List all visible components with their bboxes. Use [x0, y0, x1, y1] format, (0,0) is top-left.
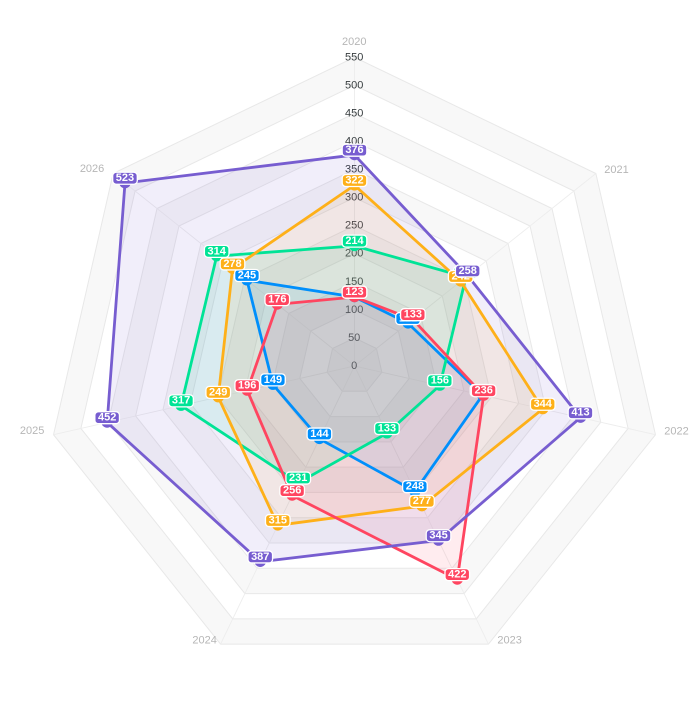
svg-text:249: 249 — [209, 386, 227, 398]
svg-text:2023: 2023 — [497, 635, 521, 647]
svg-text:450: 450 — [345, 107, 363, 119]
svg-text:149: 149 — [264, 374, 282, 386]
svg-text:2025: 2025 — [20, 425, 44, 437]
svg-text:256: 256 — [283, 485, 301, 497]
svg-text:314: 314 — [208, 245, 227, 257]
svg-text:0: 0 — [351, 360, 357, 372]
svg-text:422: 422 — [448, 569, 466, 581]
svg-text:2021: 2021 — [604, 164, 628, 176]
svg-text:350: 350 — [345, 164, 363, 176]
svg-text:250: 250 — [345, 220, 363, 232]
svg-text:2024: 2024 — [192, 635, 216, 647]
svg-text:176: 176 — [268, 294, 286, 306]
svg-text:500: 500 — [345, 79, 363, 91]
svg-text:156: 156 — [431, 375, 449, 387]
svg-text:452: 452 — [98, 412, 116, 424]
svg-text:245: 245 — [238, 269, 256, 281]
svg-text:133: 133 — [404, 309, 422, 321]
svg-text:258: 258 — [459, 265, 477, 277]
svg-text:317: 317 — [172, 395, 190, 407]
svg-text:214: 214 — [345, 235, 364, 247]
svg-text:196: 196 — [238, 380, 256, 392]
svg-text:2020: 2020 — [342, 36, 366, 48]
svg-text:2026: 2026 — [80, 163, 104, 175]
svg-text:236: 236 — [474, 385, 492, 397]
svg-text:278: 278 — [223, 258, 241, 270]
svg-text:322: 322 — [345, 174, 363, 186]
svg-text:387: 387 — [251, 551, 269, 563]
svg-text:300: 300 — [345, 192, 363, 204]
svg-text:344: 344 — [534, 398, 553, 410]
svg-text:315: 315 — [269, 514, 287, 526]
svg-text:231: 231 — [289, 472, 307, 484]
svg-text:550: 550 — [345, 51, 363, 63]
svg-text:150: 150 — [345, 276, 363, 288]
svg-text:144: 144 — [310, 428, 329, 440]
svg-text:123: 123 — [345, 286, 363, 298]
svg-text:345: 345 — [429, 530, 447, 542]
svg-text:133: 133 — [378, 422, 396, 434]
svg-text:376: 376 — [345, 144, 363, 156]
svg-text:100: 100 — [345, 304, 363, 316]
svg-text:200: 200 — [345, 248, 363, 260]
svg-text:2022: 2022 — [664, 426, 688, 438]
svg-text:50: 50 — [348, 332, 360, 344]
svg-text:523: 523 — [116, 172, 134, 184]
svg-text:413: 413 — [571, 407, 589, 419]
svg-text:248: 248 — [406, 481, 424, 493]
svg-text:277: 277 — [413, 495, 431, 507]
